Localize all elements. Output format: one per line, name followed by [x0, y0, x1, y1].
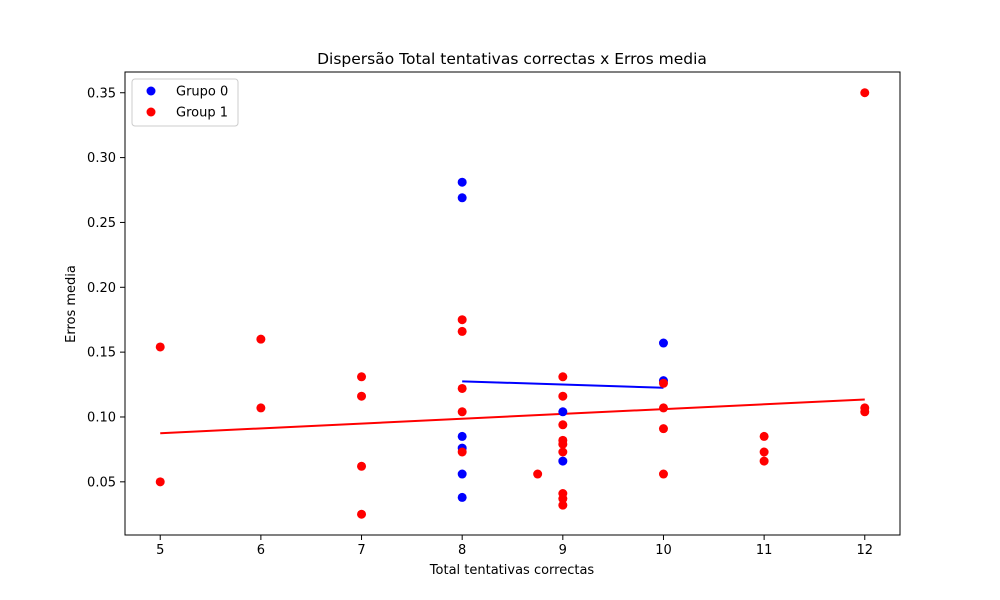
chart-title: Dispersão Total tentativas correctas x E…	[317, 50, 707, 68]
data-point-series-1	[457, 383, 467, 393]
y-tick-label: 0.20	[87, 281, 116, 296]
y-tick-label: 0.25	[87, 216, 116, 231]
y-tick-label: 0.35	[87, 86, 116, 101]
data-point-series-1	[558, 420, 568, 430]
data-point-series-1	[357, 509, 367, 519]
x-tick-label: 11	[756, 543, 773, 558]
y-tick-label: 0.15	[87, 346, 116, 361]
data-point-series-1	[658, 378, 668, 388]
x-tick-label: 8	[458, 543, 466, 558]
legend-marker	[146, 86, 156, 96]
x-tick-label: 12	[856, 543, 873, 558]
legend: Grupo 0 Group 1	[131, 78, 239, 127]
trendline-series-0	[462, 380, 664, 389]
data-point-series-1	[357, 391, 367, 401]
data-point-series-1	[759, 447, 769, 457]
data-point-series-0	[457, 492, 467, 502]
data-point-series-0	[457, 469, 467, 479]
legend-box	[131, 78, 239, 127]
data-point-series-1	[558, 500, 568, 510]
data-point-series-1	[155, 342, 165, 352]
trendline-series-1	[160, 398, 865, 435]
data-point-series-0	[457, 177, 467, 187]
y-tick-label: 0.30	[87, 151, 116, 166]
data-point-series-0	[457, 193, 467, 203]
x-tick-label: 6	[257, 543, 265, 558]
data-point-series-1	[658, 424, 668, 434]
legend-marker	[146, 107, 156, 117]
data-point-series-1	[759, 456, 769, 466]
data-point-series-1	[860, 407, 870, 417]
data-point-series-1	[558, 372, 568, 382]
y-axis-label: Erros media	[64, 265, 79, 343]
data-point-series-1	[658, 403, 668, 413]
data-point-series-1	[457, 326, 467, 336]
data-point-series-1	[860, 88, 870, 98]
data-point-series-1	[558, 391, 568, 401]
data-point-series-0	[558, 456, 568, 466]
data-point-series-0	[457, 431, 467, 441]
data-point-series-1	[457, 407, 467, 417]
data-point-series-0	[558, 407, 568, 417]
data-point-series-1	[357, 461, 367, 471]
x-tick-label: 7	[357, 543, 365, 558]
y-tick-label: 0.10	[87, 410, 116, 425]
data-point-series-1	[558, 447, 568, 457]
data-point-series-1	[558, 439, 568, 449]
x-tick-label: 9	[559, 543, 567, 558]
data-point-series-1	[357, 372, 367, 382]
data-point-series-1	[256, 403, 266, 413]
y-tick-label: 0.05	[87, 475, 116, 490]
data-point-series-1	[457, 447, 467, 457]
x-tick-label: 10	[655, 543, 672, 558]
legend-label: Grupo 0	[176, 85, 228, 100]
data-point-series-0	[658, 338, 668, 348]
plot-area: 5 6 7 8 9 10 11 12 0.05 0.10 0.15 0.20 0.25 0.30 0.35	[87, 71, 901, 558]
data-point-series-1	[558, 494, 568, 504]
data-point-series-1	[533, 469, 543, 479]
data-point-series-1	[457, 315, 467, 325]
data-point-series-1	[155, 477, 165, 487]
data-point-series-1	[658, 469, 668, 479]
x-axis-label: Total tentativas correctas	[429, 563, 595, 578]
legend-label: Group 1	[176, 106, 228, 121]
data-point-series-1	[256, 334, 266, 344]
axes-frame	[124, 71, 901, 536]
data-point-series-1	[759, 431, 769, 441]
x-tick-label: 5	[156, 543, 164, 558]
